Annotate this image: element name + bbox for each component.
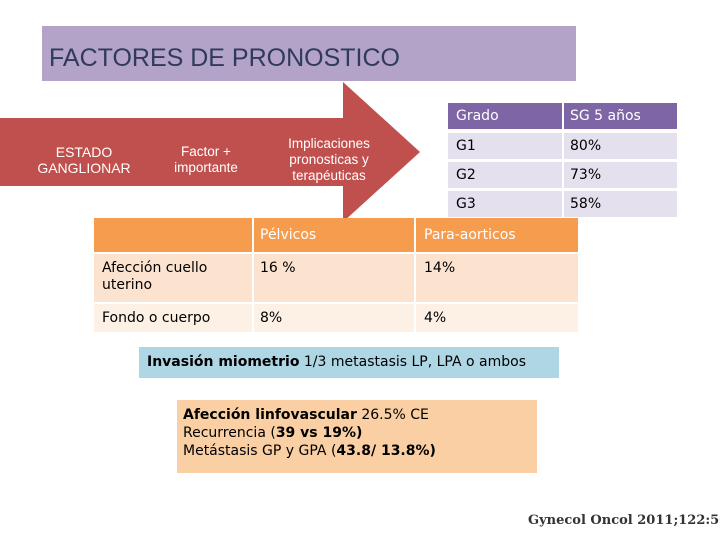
table-row: Fondo o cuerpo 8% 4% (94, 304, 578, 332)
row-label: Fondo o cuerpo (102, 310, 211, 326)
arrow-shape (0, 82, 420, 222)
invasion-bold: Invasión miometrio (147, 354, 300, 370)
sg-cell: 73% (570, 167, 602, 183)
sg-header: SG 5 años (570, 108, 641, 124)
afeccion-line2-pre: Recurrencia ( (183, 425, 276, 441)
table-row: G2 73% (448, 162, 677, 188)
invasion-rest: 1/3 metastasis LP, LPA o ambos (299, 354, 526, 370)
grado-cell: G3 (456, 196, 476, 212)
sg-cell: 80% (570, 138, 602, 154)
paraaorticos-cell: 14% (424, 260, 456, 276)
afeccion-line3-pre: Metástasis GP y GPA ( (183, 443, 337, 459)
ganglionar-table-header: Pélvicos Para-aorticos (94, 218, 578, 252)
grado-cell: G2 (456, 167, 476, 183)
pelvicos-header: Pélvicos (260, 227, 317, 243)
ganglionar-table: Pélvicos Para-aorticos Afección cuello u… (94, 218, 578, 332)
page-title: FACTORES DE PRONOSTICO (49, 44, 400, 72)
grado-table: Grado SG 5 años G1 80% G2 73% G3 58% (448, 103, 677, 217)
grado-cell: G1 (456, 138, 476, 154)
citation: Gynecol Oncol 2011;122:50-54 (528, 513, 720, 528)
table-row: G1 80% (448, 133, 677, 159)
afeccion-line1-rest: 26.5% CE (356, 407, 429, 423)
table-row: Afección cuello uterino 16 % 14% (94, 254, 578, 302)
arrow-label-factor: Factor + importante (174, 144, 238, 175)
afeccion-linfovascular-box: Afección linfovascular 26.5% CE Recurren… (177, 400, 537, 473)
arrow-label-estado: ESTADO GANGLIONAR (37, 144, 131, 176)
invasion-miometrio-box: Invasión miometrio 1/3 metastasis LP, LP… (139, 347, 559, 378)
header-empty (102, 218, 252, 252)
afeccion-line2-bold: 39 vs 19%) (275, 425, 363, 441)
grado-header: Grado (456, 108, 499, 124)
title-banner: FACTORES DE PRONOSTICO (42, 26, 576, 81)
paraaorticos-cell: 4% (424, 310, 447, 326)
grado-table-header: Grado SG 5 años (448, 103, 677, 129)
arrow-label-implicaciones: Implicaciones pronosticas y terapéuticas (288, 136, 370, 183)
row-label: Afección cuello uterino (102, 260, 208, 293)
table-row: G3 58% (448, 191, 677, 217)
sg-cell: 58% (570, 196, 602, 212)
pelvicos-cell: 16 % (260, 260, 296, 276)
pelvicos-cell: 8% (260, 310, 283, 326)
afeccion-line3-bold: 43.8/ 13.8%) (336, 443, 436, 459)
paraaorticos-header: Para-aorticos (424, 227, 516, 243)
afeccion-line1-bold: Afección linfovascular (183, 407, 357, 423)
